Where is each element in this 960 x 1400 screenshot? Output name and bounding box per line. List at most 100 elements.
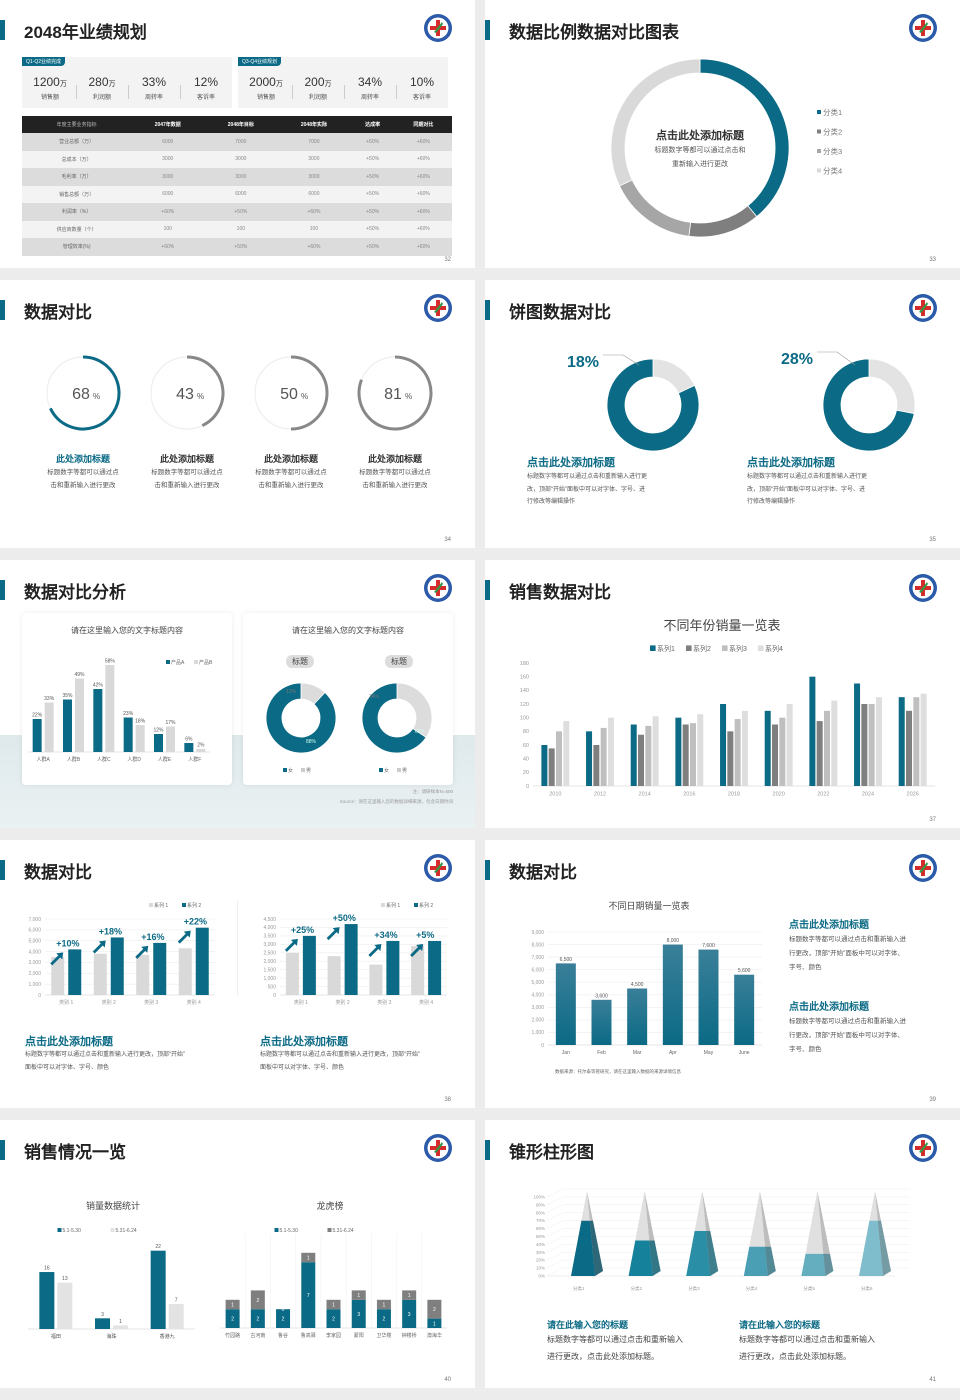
y-tick-label: 4,000 [263,925,276,931]
pyramid-value [801,1253,826,1276]
table-cell: +60% [394,150,452,168]
title-accent-bar [0,300,5,320]
item-desc: 标题数字等都可以通过点 [151,469,223,476]
table-cell: 3000 [277,150,351,168]
y-tick-label: 90% [536,1202,545,1207]
table-header-cell: 同期对比 [394,116,452,133]
y-tick-label: 40% [536,1242,545,1247]
legend-swatch [817,129,821,134]
slide-41: 锥形柱形图 41 0% 10% 20% 30% 40% 50% 60% 70% 80% 90% 100%… [485,1120,960,1388]
item-desc: 改，顶部“开始”面板中可以对字体、字号、进 [747,486,865,493]
y-tick-label: 0 [273,993,276,999]
x-tick-label: 2022 [817,792,829,798]
y-tick-label: 2,000 [531,1018,544,1024]
y-tick-label: 120 [520,702,529,708]
growth-label: +25% [291,925,314,935]
legend-swatch [283,768,287,772]
page-number: 32 [444,257,451,263]
y-tick-label: 3,000 [28,960,41,966]
bar [150,1250,166,1329]
kpi-number: 1200 [33,75,60,89]
title-accent-bar [485,580,490,600]
kpi-label: 销售额 [256,95,275,101]
logo-leaf [919,22,928,33]
kpi-number: 10% [409,75,435,89]
table-cell: 6000 [277,185,351,203]
slide-title: 数据比例数据对比图表 [509,23,679,42]
item-desc: 进行更改，点击此处添加标题。 [739,1352,851,1361]
kpi-value: 280万 [76,75,128,92]
item-heading: 此处添加标题 [159,454,214,464]
growth-label: +10% [56,938,79,948]
logo-leaf [434,22,443,33]
bar [184,743,194,752]
kpi-unit: 万 [59,81,67,88]
circular-badge-logo-icon [909,1134,937,1162]
item-heading: 点击此处添加标题 [25,1036,113,1048]
card-title: 请在这里输入您的文字标题内容 [71,626,183,635]
x-tick-label: 2010 [549,792,561,798]
item-desc: 面板中可以对字体、字号、颜色 [25,1065,110,1071]
kpi-label: 周转率 [144,95,163,101]
legend-label: 5.31-6.24 [116,1228,137,1234]
bar [645,725,652,786]
x-tick-label: 2024 [862,792,874,798]
donut-slice [265,682,337,754]
kpi-unit: 万 [275,81,283,88]
item-desc: 击和重新输入进行更改 [50,482,116,489]
chart-canvas: 68% 43% 50% 81% [46,355,433,431]
logo-leaf [919,862,928,873]
table-cell: +50% [204,238,278,256]
slide-40: 销售情况一览 40 销量数据统计 5.1-5.30 5.31-6.24 福田 16 13 海珠 3… [0,1120,475,1388]
page-number: 34 [444,537,451,543]
legend-swatch [57,1228,62,1232]
kpi-value: 33% [128,75,180,92]
y-tick-label: 6,000 [531,967,544,973]
stacked-bar [250,1290,265,1310]
kpi-number: 12% [193,75,219,89]
pyramid-shade [823,1253,834,1276]
progress-ring [49,355,121,431]
table-cell: +60% [394,168,452,186]
x-tick-label: Feb [597,1050,606,1056]
bar [327,956,341,995]
title-accent-bar [0,20,5,40]
x-tick-label: 分类6 [861,1285,873,1292]
kpi-item: 1200万 销售额 [24,75,76,101]
item-desc: 标题数字等都可以通过点 [255,469,327,476]
title-accent-bar [0,580,5,600]
legend-swatch [817,168,821,173]
y-tick-label: 8,000 [531,942,544,948]
bar [68,949,82,995]
table-row: 利润率（%） +60% +50% +60% +50% +60% [22,203,452,221]
bar [344,924,358,995]
table-cell: 100 [277,220,351,238]
bar [63,699,72,752]
bar [600,727,607,786]
arrow-up-right-icon [177,930,191,944]
x-tick-label: 人群C [97,756,111,763]
tag-pill: 标题 [286,655,314,668]
table-header-cell: 2048年实际 [277,116,351,133]
y-tick-label: 0 [541,1043,544,1049]
x-tick-label: 分类4 [746,1285,758,1292]
chart-title: 龙虎榜 [316,1200,343,1211]
x-tick-label: 类别 3 [377,999,391,1006]
bar [93,689,103,752]
data-label: 1 [383,1303,386,1309]
divider [396,85,397,99]
data-label: 1 [408,1293,411,1299]
chart-title: 不同年份销量一览表 [663,618,780,633]
pyramid-value [628,1240,653,1276]
legend-swatch [379,768,383,772]
donut-slice [688,205,758,238]
table-cell: 100 [131,220,205,238]
bar [75,678,84,752]
item-heading: 点击此处添加标题 [789,920,869,931]
donut-slice [822,358,915,452]
bar [906,710,913,786]
kpi-value: 2000万 [240,75,292,92]
y-tick-label: 2,000 [263,959,276,965]
bar [154,734,163,752]
growth-label: +18% [99,926,122,936]
